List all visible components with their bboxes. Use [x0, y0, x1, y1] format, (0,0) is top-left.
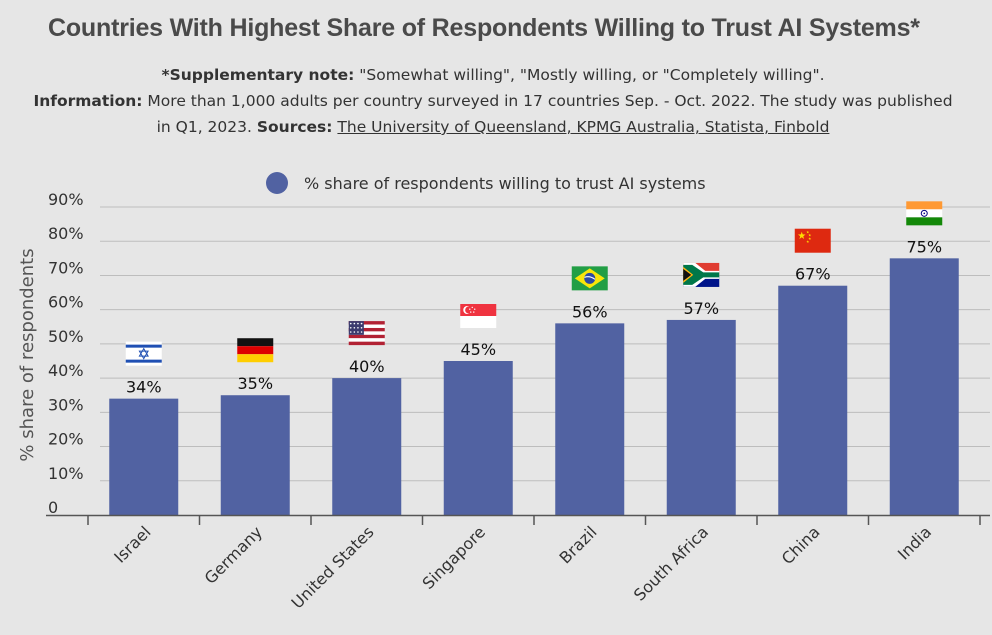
sources-link[interactable]: The University of Queensland, KPMG Austr… — [337, 118, 830, 136]
information-note: Information: More than 1,000 adults per … — [0, 88, 986, 140]
bars: 34% 35% 40% 45% 56% 57% 67% 75% — [109, 201, 959, 515]
supplementary-note-label: *Supplementary note: — [161, 66, 355, 84]
bar-south-africa[interactable] — [666, 319, 736, 515]
data-label: 67% — [795, 265, 831, 284]
south-africa-flag-icon — [683, 262, 720, 287]
data-label: 75% — [906, 237, 942, 256]
y-tick-label: 30% — [48, 395, 84, 414]
bar-brazil[interactable] — [555, 323, 625, 515]
bar-india[interactable] — [889, 258, 959, 515]
y-axis-ticks: 0 10% 20% 30% 40% 50% 60% 70% 80% 90% — [48, 190, 84, 517]
singapore-flag-icon — [460, 304, 497, 328]
bar-singapore[interactable] — [443, 361, 513, 515]
x-tick-label: China — [778, 522, 824, 568]
united-states-flag-icon — [348, 321, 385, 346]
y-tick-label: 70% — [48, 258, 84, 277]
x-tick-label: India — [894, 522, 935, 563]
x-tick-label: Brazil — [556, 522, 601, 567]
data-label: 35% — [237, 374, 273, 393]
data-label: 57% — [683, 299, 719, 318]
china-flag-icon — [794, 228, 831, 253]
bar-germany[interactable] — [220, 395, 290, 515]
bar-united-states[interactable] — [332, 378, 402, 515]
sources-label: Sources: — [256, 118, 333, 136]
x-tick-label: Israel — [110, 522, 154, 566]
y-tick-label: 40% — [48, 361, 84, 380]
x-tick-label: South Africa — [630, 522, 712, 604]
y-tick-label: 90% — [48, 190, 84, 209]
information-text: More than 1,000 adults per country surve… — [142, 92, 953, 136]
information-label: Information: — [33, 92, 143, 110]
supplementary-note-text: "Somewhat willing", "Mostly willing, or … — [354, 66, 825, 84]
bar-china[interactable] — [778, 285, 848, 515]
y-tick-label: 0 — [48, 498, 58, 517]
x-tick-label: Germany — [201, 522, 266, 587]
germany-flag-icon — [237, 338, 274, 363]
chart-notes: *Supplementary note: "Somewhat willing",… — [0, 62, 986, 140]
y-tick-label: 60% — [48, 293, 84, 312]
israel-flag-icon — [125, 341, 162, 366]
y-tick-label: 20% — [48, 430, 84, 449]
x-tick-label: United States — [288, 522, 378, 612]
brazil-flag-icon — [571, 266, 608, 291]
supplementary-note: *Supplementary note: "Somewhat willing",… — [0, 62, 986, 88]
data-label: 34% — [126, 378, 162, 397]
legend-marker — [266, 172, 288, 194]
y-tick-label: 80% — [48, 224, 84, 243]
chart-title: Countries With Highest Share of Responde… — [48, 14, 920, 42]
data-label: 40% — [349, 357, 385, 376]
y-tick-label: 10% — [48, 464, 84, 483]
data-label: 56% — [572, 302, 608, 321]
data-label: 45% — [460, 340, 496, 359]
x-axis: Israel Germany United States Singapore Brazi… — [46, 514, 990, 612]
india-flag-icon — [906, 201, 943, 226]
bar-israel[interactable] — [109, 398, 179, 515]
y-tick-label: 50% — [48, 327, 84, 346]
legend[interactable]: % share of respondents willing to trust … — [266, 172, 706, 194]
x-tick-label: Singapore — [419, 522, 490, 593]
legend-label: % share of respondents willing to trust … — [304, 173, 706, 193]
y-axis-title: % share of respondents — [17, 248, 38, 461]
